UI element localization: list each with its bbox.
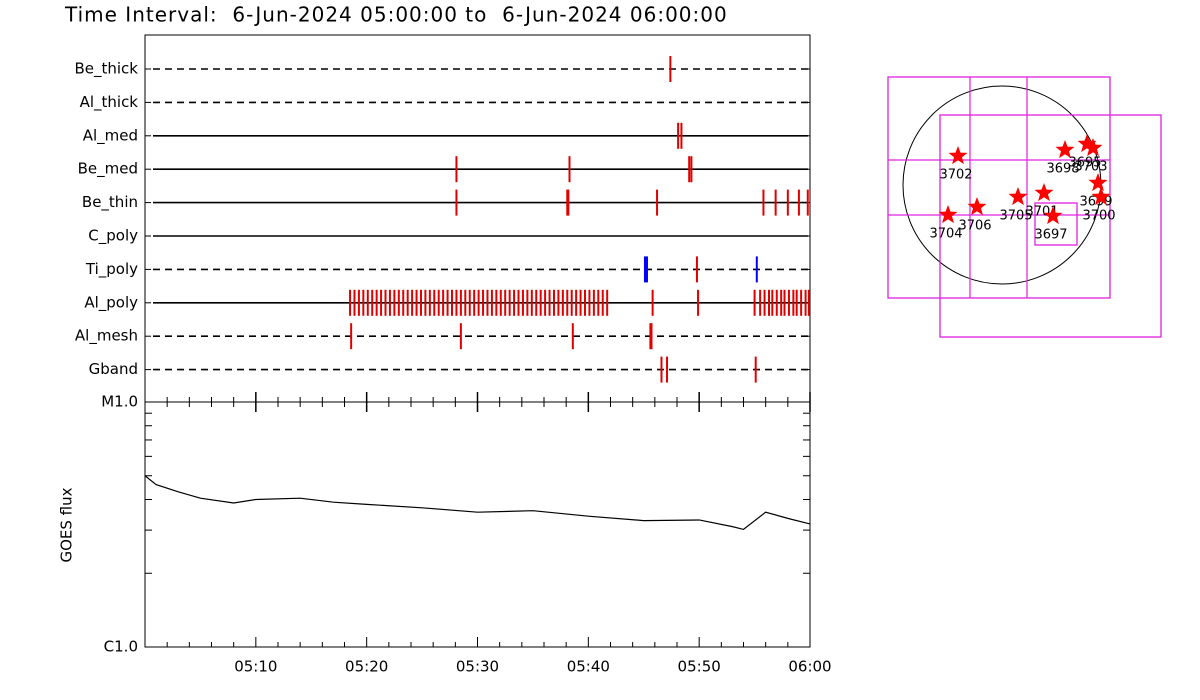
row-label: C_poly — [88, 227, 138, 246]
region-label: 3698 — [1046, 162, 1079, 177]
x-tick-label: 05:10 — [234, 658, 277, 676]
x-tick-label: 05:20 — [345, 658, 388, 676]
row-label: Be_thick — [74, 60, 138, 79]
y-tick-label: C1.0 — [104, 638, 138, 656]
region-label: 3700 — [1082, 209, 1115, 224]
row-label: Al_thick — [80, 93, 139, 112]
region-marker — [1088, 173, 1108, 192]
y-axis-label: GOES flux — [58, 487, 76, 562]
x-tick-label: 05:50 — [678, 658, 721, 676]
region-label: 3706 — [958, 219, 991, 234]
row-label: Gband — [89, 360, 138, 378]
fov-box — [939, 114, 1162, 338]
row-label: Be_thin — [82, 193, 138, 212]
region-marker — [1083, 138, 1103, 157]
row-label: Al_mesh — [75, 327, 138, 346]
region-marker — [938, 205, 958, 224]
region-marker — [967, 197, 987, 216]
x-tick-label: 06:00 — [788, 658, 831, 676]
y-tick-label: M1.0 — [101, 393, 138, 411]
timeline-frame — [144, 34, 811, 403]
fov-box — [1034, 202, 1078, 246]
region-marker — [1091, 187, 1111, 206]
region-label: 3703 — [1074, 160, 1107, 175]
region-marker — [1043, 206, 1063, 225]
region-label: 3697 — [1034, 228, 1067, 243]
fov-box — [887, 76, 1111, 299]
region-marker — [1055, 140, 1075, 159]
region-marker — [1077, 134, 1097, 153]
row-label: Ti_poly — [85, 260, 138, 279]
row-label: Be_med — [78, 160, 138, 179]
region-label: 3695 — [1068, 156, 1101, 171]
region-marker — [948, 146, 968, 165]
region-label: 3705 — [999, 209, 1032, 224]
region-marker — [1034, 183, 1054, 202]
sun-map: 3702370437063705370136973698369537033699… — [887, 76, 1162, 338]
goes-curve — [144, 475, 811, 531]
title: Time Interval: 6-Jun-2024 05:00:00 to 6-… — [64, 3, 728, 27]
solar-limb — [902, 85, 1102, 285]
region-label: 3702 — [939, 168, 972, 183]
region-label: 3704 — [929, 227, 962, 242]
row-label: Al_med — [83, 126, 138, 145]
goes-frame — [144, 401, 811, 648]
x-tick-label: 05:40 — [567, 658, 610, 676]
region-marker — [1008, 187, 1028, 206]
row-label: Al_poly — [84, 293, 138, 312]
x-tick-label: 05:30 — [456, 658, 499, 676]
